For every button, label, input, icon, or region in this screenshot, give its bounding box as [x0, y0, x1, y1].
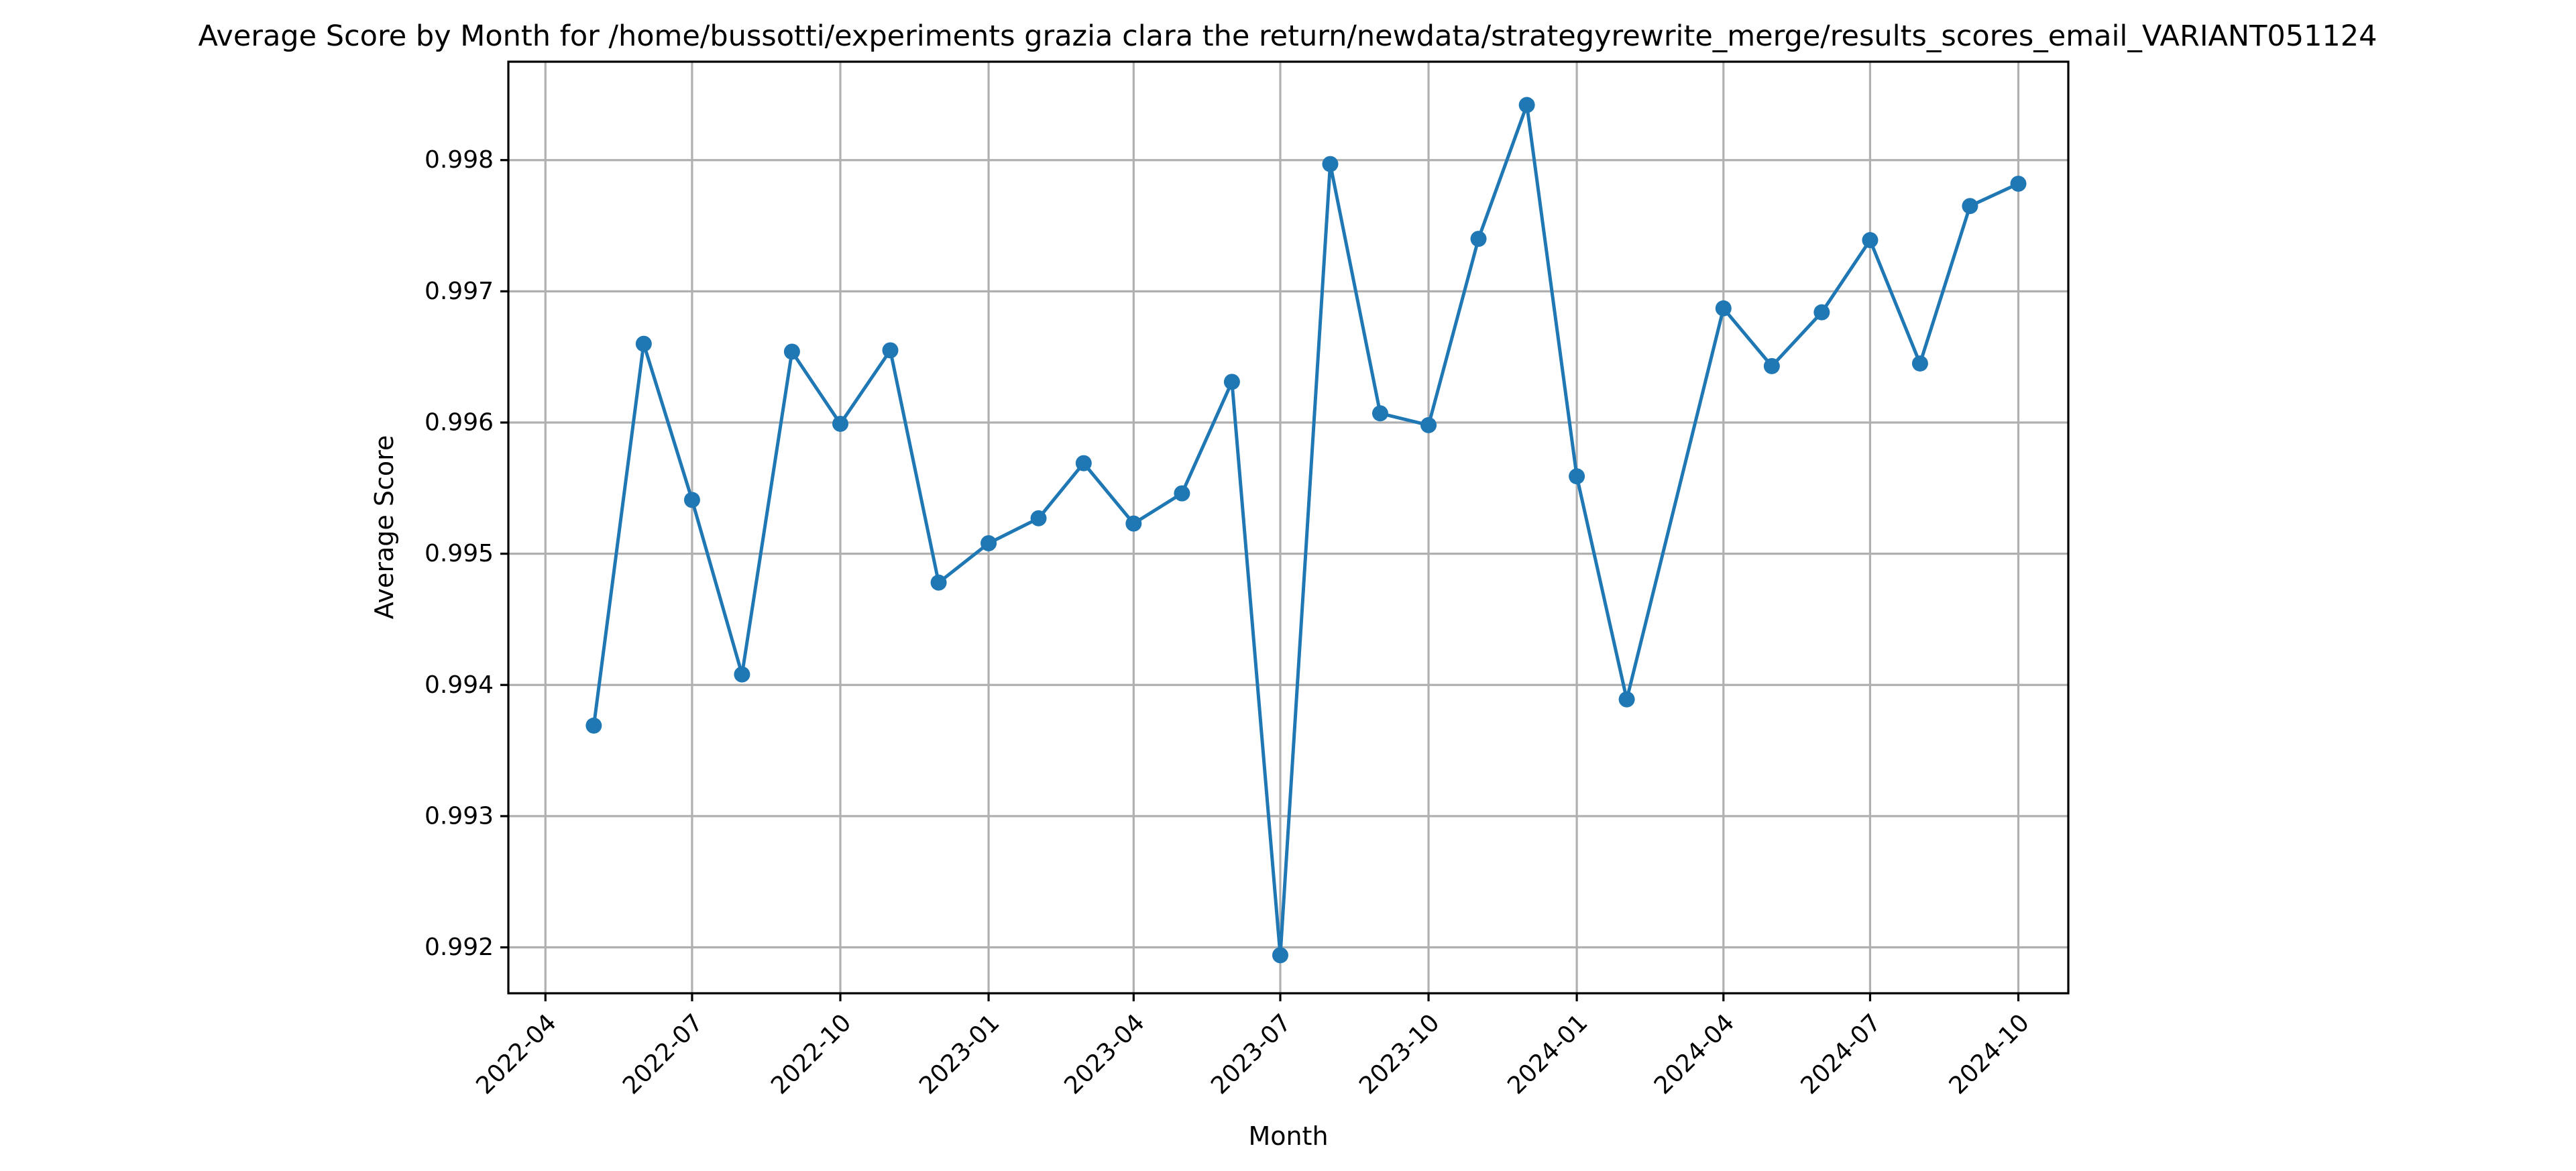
data-point: [683, 492, 700, 508]
data-point: [882, 342, 899, 359]
x-tick-label: 2022-07: [618, 1009, 708, 1099]
x-tick-label: 2022-04: [471, 1009, 561, 1099]
data-point: [1322, 156, 1339, 172]
data-point: [1075, 455, 1092, 471]
data-point: [1371, 405, 1388, 422]
y-tick-label: 0.994: [425, 671, 494, 699]
data-point: [2010, 175, 2027, 192]
x-axis-label: Month: [1248, 1121, 1328, 1151]
data-point: [783, 343, 800, 360]
series-layer: [585, 97, 2027, 964]
x-tick-label: 2024-01: [1502, 1009, 1593, 1099]
y-tick-label: 0.998: [425, 146, 494, 174]
data-point: [1420, 416, 1437, 433]
data-point: [1174, 485, 1190, 502]
data-point: [832, 415, 848, 432]
data-point: [981, 535, 997, 551]
data-point: [1962, 198, 1978, 215]
data-point: [1470, 231, 1487, 247]
x-tick-label: 2023-07: [1206, 1009, 1296, 1099]
x-tick-label: 2024-04: [1649, 1009, 1740, 1099]
data-point: [635, 335, 652, 352]
x-tick-label: 2023-04: [1059, 1009, 1150, 1099]
x-tick-label: 2023-01: [914, 1009, 1005, 1099]
data-point: [1518, 97, 1535, 113]
data-point: [1125, 515, 1142, 532]
y-tick-label: 0.995: [425, 540, 494, 567]
x-tick-label: 2023-10: [1354, 1009, 1445, 1099]
y-tick-label: 0.992: [425, 934, 494, 961]
x-tick-label: 2024-07: [1796, 1009, 1887, 1099]
data-point: [1030, 510, 1047, 526]
plot-area-frame: [507, 60, 2070, 995]
y-tick-label: 0.996: [425, 408, 494, 436]
series-line: [592, 103, 2019, 957]
data-point: [1272, 947, 1288, 964]
data-point: [1763, 357, 1780, 374]
x-tick-label: 2024-10: [1944, 1009, 2035, 1099]
y-tick-label: 0.997: [425, 278, 494, 305]
data-point: [1715, 300, 1732, 317]
data-point: [1813, 304, 1830, 321]
data-point: [1223, 374, 1240, 390]
tick-layer: 2022-04 2022-07 2022-10 2023-01 2023-04 2023-…: [425, 146, 2035, 1100]
chart-title: Average Score by Month for /home/bussott…: [198, 19, 2377, 53]
y-tick-label: 0.993: [425, 802, 494, 830]
data-point: [734, 666, 750, 683]
data-point: [930, 574, 947, 591]
data-point: [1618, 691, 1635, 708]
data-point: [1862, 232, 1879, 249]
y-axis-label: Average Score: [370, 435, 399, 620]
data-point: [585, 717, 602, 734]
data-point: [1569, 468, 1585, 485]
data-point: [1911, 355, 1928, 372]
x-tick-label: 2022-10: [766, 1009, 856, 1099]
